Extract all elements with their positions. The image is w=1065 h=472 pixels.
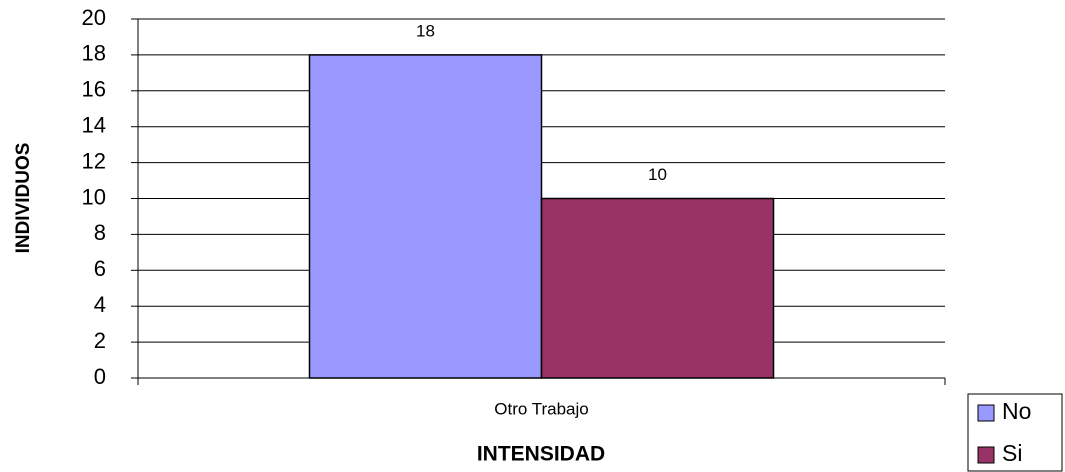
- data-label: 18: [416, 21, 435, 40]
- bar: [540, 197, 775, 379]
- y-tick-label: 0: [94, 364, 106, 389]
- data-label: 10: [648, 165, 667, 184]
- y-tick-label: 16: [82, 77, 106, 102]
- y-tick-label: 6: [94, 256, 106, 281]
- legend-label: No: [1002, 398, 1031, 424]
- y-tick-label: 20: [82, 5, 106, 30]
- y-tick-label: 14: [82, 113, 106, 138]
- y-tick-label: 4: [94, 292, 106, 317]
- y-axis-label: INDIVIDUOS: [13, 143, 34, 254]
- legend-swatch: [977, 404, 995, 422]
- legend-swatch: [977, 446, 995, 464]
- y-tick-label: 12: [82, 148, 106, 173]
- y-tick-label: 10: [82, 184, 106, 209]
- y-tick-label: 8: [94, 220, 106, 245]
- y-tick-label: 2: [94, 328, 106, 353]
- x-tick-label: Otro Trabajo: [494, 399, 589, 418]
- y-tick-label: 18: [82, 41, 106, 66]
- legend-label: Si: [1002, 440, 1022, 466]
- x-axis-label: INTENSIDAD: [477, 443, 605, 466]
- bar: [308, 54, 543, 379]
